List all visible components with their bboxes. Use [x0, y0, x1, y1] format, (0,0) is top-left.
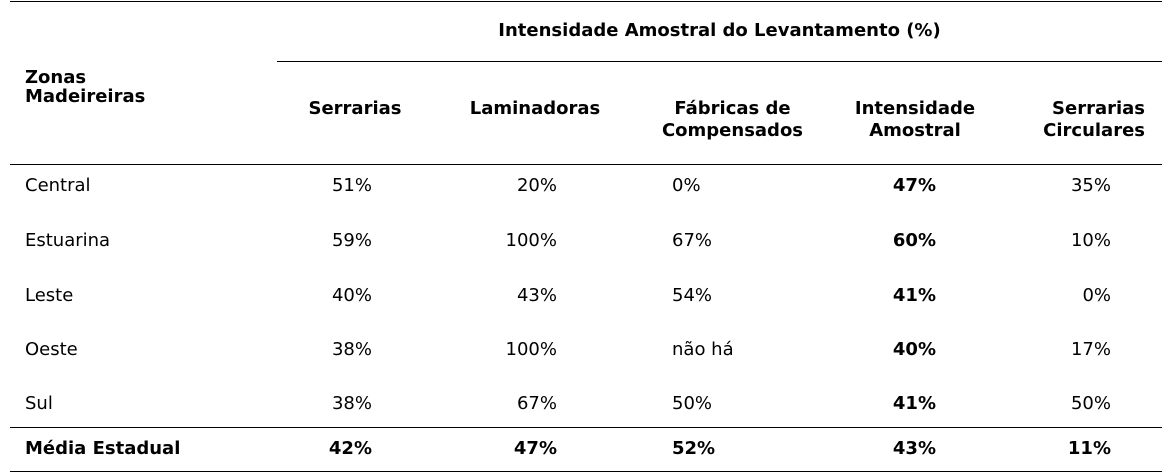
col-header-serrarias: Serrarias: [308, 98, 402, 119]
zone-cell: Estuarina: [25, 230, 111, 251]
value-cell: 51%: [331, 175, 372, 196]
value-cell: 60%: [892, 230, 936, 251]
value-cell: 10%: [1070, 230, 1111, 251]
header-bottom-rule: [10, 164, 1162, 165]
col-header-laminadoras: Laminadoras: [469, 98, 601, 119]
bottom-rule: [10, 471, 1162, 472]
value-cell: 40%: [331, 285, 372, 306]
value-cell: 17%: [1070, 339, 1111, 360]
value-cell: 67%: [672, 230, 713, 251]
total-label: Média Estadual: [25, 438, 181, 459]
col-header-intensidade-line-1: Intensidade: [854, 98, 976, 119]
value-cell: 50%: [672, 393, 713, 414]
col-header-intensidade-line-2: Amostral: [869, 120, 961, 141]
value-cell: 67%: [516, 393, 557, 414]
col-header-fabricas-line-1: Fábricas de: [674, 98, 791, 119]
top-rule: [10, 1, 1162, 2]
value-cell: 100%: [505, 230, 557, 251]
value-cell: 54%: [672, 285, 713, 306]
group-header-rule: [277, 61, 1162, 62]
total-value-cell: 52%: [672, 438, 716, 459]
col-header-circulares-line-1: Serrarias: [1052, 98, 1145, 119]
value-cell: não há: [672, 339, 734, 360]
value-cell: 43%: [516, 285, 557, 306]
value-cell: 35%: [1070, 175, 1111, 196]
value-cell: 0%: [672, 175, 701, 196]
value-cell: 0%: [1082, 285, 1111, 306]
zone-cell: Leste: [25, 285, 74, 306]
group-header: Intensidade Amostral do Levantamento (%): [498, 20, 941, 41]
row-header-line-1: Zonas: [25, 67, 87, 88]
value-cell: 40%: [892, 339, 936, 360]
value-cell: 47%: [892, 175, 936, 196]
zone-cell: Sul: [25, 393, 53, 414]
value-cell: 41%: [892, 285, 936, 306]
value-cell: 20%: [516, 175, 557, 196]
zone-cell: Oeste: [25, 339, 78, 360]
value-cell: 100%: [505, 339, 557, 360]
total-top-rule: [10, 427, 1162, 428]
value-cell: 38%: [331, 339, 372, 360]
value-cell: 38%: [331, 393, 372, 414]
value-cell: 41%: [892, 393, 936, 414]
total-value-cell: 42%: [328, 438, 372, 459]
total-value-cell: 43%: [892, 438, 936, 459]
value-cell: 50%: [1070, 393, 1111, 414]
row-header-line-2: Madeireiras: [25, 86, 146, 107]
col-header-fabricas-line-2: Compensados: [661, 120, 804, 141]
col-header-circulares-line-2: Circulares: [1043, 120, 1145, 141]
total-value-cell: 11%: [1067, 438, 1111, 459]
value-cell: 59%: [331, 230, 372, 251]
total-value-cell: 47%: [513, 438, 557, 459]
zone-cell: Central: [25, 175, 91, 196]
